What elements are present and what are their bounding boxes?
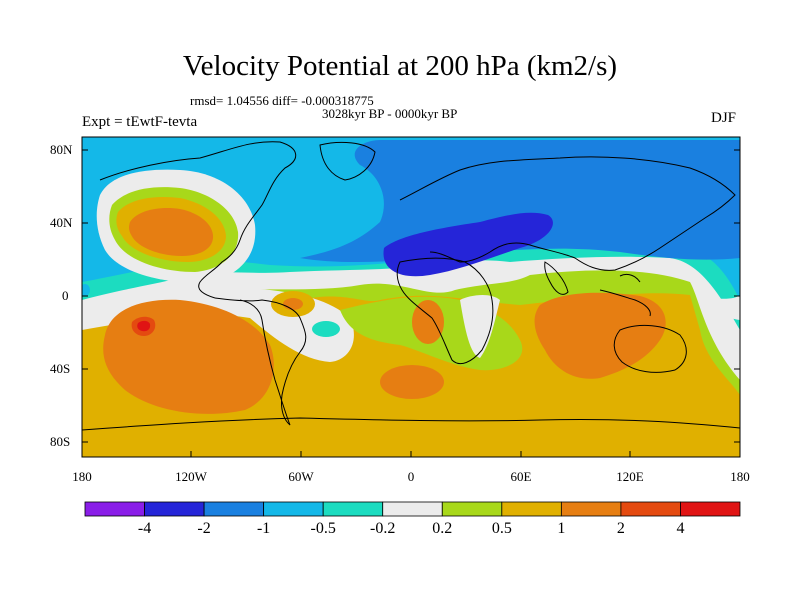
colorbar-label: -0.5 (310, 520, 336, 537)
colorbar-swatch-6 (441, 501, 503, 517)
coast-indochina (619, 273, 641, 283)
lon-label-180w: 180 (72, 469, 92, 484)
colorbar-label: -2 (197, 520, 211, 537)
coast-india (544, 261, 569, 295)
colorbar-label: 0.5 (491, 520, 512, 537)
colorbar-swatch-4 (322, 501, 384, 517)
lon-label-120e: 120E (616, 469, 644, 484)
coast-eurasia (399, 156, 736, 271)
colorbar-label: -1 (256, 520, 271, 537)
lon-label-120w: 120W (175, 469, 207, 484)
lat-label-40s: 40S (50, 361, 71, 376)
lat-label-80s: 80S (50, 434, 71, 449)
colorbar-label: 4 (676, 520, 685, 537)
colorbar-label: 2 (616, 520, 625, 537)
colorbar-swatch-1 (144, 501, 205, 517)
colorbar-label: 1 (557, 520, 566, 537)
contour-field (82, 137, 740, 457)
field-edge-patch (82, 284, 90, 296)
lat-label-0: 0 (62, 288, 69, 303)
colorbar-swatch-7 (501, 501, 562, 517)
coast-australia (613, 325, 687, 373)
lat-label-40n: 40N (50, 215, 73, 230)
colorbar-label: 0.2 (432, 520, 453, 537)
coast-africa (396, 257, 494, 365)
colorbar-swatch-9 (620, 501, 681, 517)
colorbar-swatch-3 (263, 501, 324, 517)
coast-south-america (214, 297, 307, 426)
colorbar-label: -4 (137, 520, 152, 537)
lon-ticks (190, 451, 631, 457)
field-strong-positive-indian (534, 292, 666, 379)
colorbar (84, 501, 741, 517)
map-title: Velocity Potential at 200 hPa (km2/s) (182, 50, 618, 82)
field-neutral-africa (460, 295, 500, 358)
coast-north-america (99, 141, 297, 299)
colorbar-swatch-8 (560, 501, 622, 517)
field-weak-negative-small (312, 321, 340, 337)
colorbar-swatch-5 (382, 501, 443, 517)
season-label: DJF (711, 110, 737, 126)
field-band-strong-negative (300, 140, 740, 263)
lat-label-80n: 80N (50, 142, 73, 157)
coastlines (82, 141, 740, 431)
experiment-label: Expt = tEwtF-tevta (82, 114, 198, 130)
lon-label-60w: 60W (288, 469, 314, 484)
colorbar-swatch-0 (84, 501, 145, 517)
field-strong-positive-na (129, 208, 214, 256)
field-strong-positive-small-a (283, 298, 303, 310)
field-strong-positive-south-atlantic (380, 365, 444, 399)
stats-label: rmsd= 1.04556 diff= -0.000318775 (190, 93, 374, 108)
colorbar-swatch-10 (680, 501, 741, 517)
coast-maritime (599, 289, 651, 317)
field-strong-positive-africa (412, 300, 444, 344)
field-positive-southern-ocean (82, 420, 740, 457)
colorbar-swatch-2 (203, 501, 265, 517)
field-core-negative (383, 212, 553, 277)
subtitle-label: 3028kyr BP - 0000kyr BP (322, 106, 458, 121)
lat-ticks (82, 149, 740, 443)
coast-greenland (319, 141, 376, 181)
coast-antarctica (82, 417, 740, 431)
field-neutral-east-edge (700, 295, 740, 320)
field-peak-positive-south-pacific (137, 320, 151, 332)
lon-label-180e: 180 (730, 469, 750, 484)
lon-label-60e: 60E (510, 469, 532, 484)
lon-label-0: 0 (407, 469, 415, 484)
colorbar-label: -0.2 (370, 520, 396, 537)
